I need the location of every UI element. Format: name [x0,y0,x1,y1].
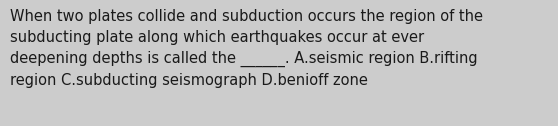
Text: When two plates collide and subduction occurs the region of the
subducting plate: When two plates collide and subduction o… [10,9,483,88]
